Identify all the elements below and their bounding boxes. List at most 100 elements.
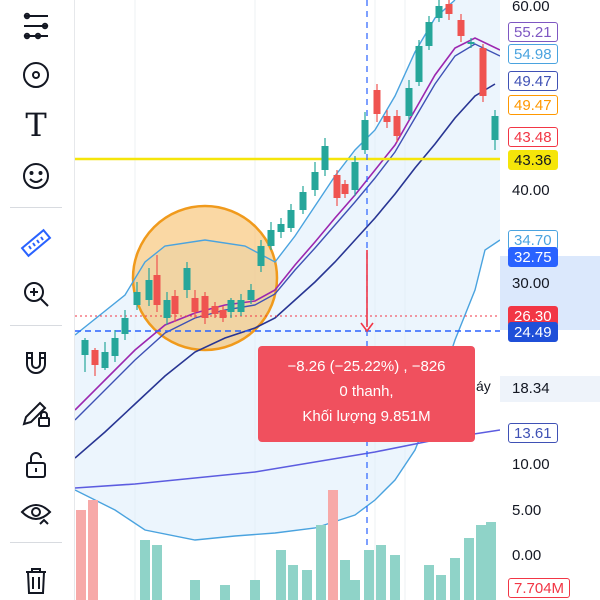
candle-body xyxy=(101,352,109,368)
volume-bar xyxy=(76,510,86,600)
candlesticks xyxy=(81,0,499,376)
gann-fib-tool[interactable] xyxy=(12,55,60,95)
remove-drawings-tool[interactable] xyxy=(12,560,60,600)
axis-label: 18.34 xyxy=(512,380,550,397)
hide-drawings-tool[interactable] xyxy=(12,492,60,532)
zoom-in-icon xyxy=(24,282,49,307)
volume-bar xyxy=(220,585,230,600)
candle-body xyxy=(311,172,319,190)
price-tag-ema-blue: 49.47 xyxy=(508,71,558,91)
candle-body xyxy=(351,162,359,190)
price-tag-band-lower: 34.70 xyxy=(508,230,558,250)
candle-body xyxy=(227,300,235,312)
volume-bar xyxy=(340,560,350,600)
fib-circle-icon xyxy=(23,62,49,88)
toolbar-separator xyxy=(10,207,62,208)
candle-body xyxy=(211,306,219,314)
smiley-icon xyxy=(23,163,49,189)
measure-volume-text: Khối lượng 9.851M xyxy=(302,408,431,425)
axis-label: 60.00 xyxy=(512,0,550,15)
candle-body xyxy=(133,292,141,305)
candle-body xyxy=(111,338,119,356)
trend-lines-icon xyxy=(23,12,49,40)
ema-line-blue xyxy=(75,43,500,421)
candle-body xyxy=(163,300,171,318)
measure-tooltip: −8.26 (−25.22%) , −826 0 thanh, Khối lượ… xyxy=(258,346,475,442)
volume-bar xyxy=(250,580,260,600)
price-axis[interactable]: 60.00 40.00 30.00 18.34 10.00 5.00 0.00 … xyxy=(500,0,600,600)
volume-bar xyxy=(364,550,374,600)
volume-bar xyxy=(288,565,298,600)
candle-body xyxy=(153,275,161,305)
axis-label: 0.00 xyxy=(512,547,542,564)
candle-body xyxy=(415,46,423,82)
candle-body xyxy=(435,6,443,18)
volume-bar xyxy=(302,570,312,600)
candle-body xyxy=(405,88,413,116)
candle-body xyxy=(445,4,453,14)
bollinger-upper-line xyxy=(75,0,456,336)
price-tag-measure-end: 24.49 xyxy=(508,322,558,342)
lock-drawings-tool[interactable] xyxy=(12,445,60,485)
candle-body xyxy=(121,318,129,334)
price-tag-measure-start: 32.75 xyxy=(508,247,558,267)
candle-body xyxy=(247,290,255,300)
volume-bar xyxy=(328,490,338,600)
candle-body xyxy=(257,246,265,266)
candle-body xyxy=(91,350,99,365)
ma-line-navy xyxy=(75,83,496,459)
measure-change-text: −8.26 (−25.22%) , −826 xyxy=(287,358,446,375)
candle-body xyxy=(457,20,465,36)
eye-icon xyxy=(20,504,52,525)
axis-label: 5.00 xyxy=(512,502,542,519)
candle-body xyxy=(425,22,433,46)
volume-bar xyxy=(88,500,98,600)
volume-bar xyxy=(316,525,326,600)
zoom-tool[interactable] xyxy=(12,274,60,314)
volume-bar xyxy=(476,525,486,600)
volume-bar xyxy=(486,522,496,600)
drawing-toolbar: T xyxy=(0,0,74,600)
candle-body xyxy=(267,230,275,246)
volume-bars xyxy=(76,490,496,600)
axis-label: 10.00 xyxy=(512,456,550,473)
trend-line-tool[interactable] xyxy=(12,6,60,46)
volume-bar xyxy=(140,540,150,600)
pencil-lock-icon xyxy=(22,401,50,427)
volume-bar xyxy=(152,545,162,600)
candle-body xyxy=(287,210,295,228)
long-ma-line xyxy=(75,429,500,489)
chart-canvas[interactable] xyxy=(75,0,500,600)
candle-body xyxy=(393,116,401,136)
volume-bar xyxy=(450,558,460,600)
volume-bar xyxy=(190,580,200,600)
candle-body xyxy=(219,310,227,318)
price-tag-ema: 55.21 xyxy=(508,22,558,42)
unlock-icon xyxy=(26,452,46,478)
chart-pane[interactable] xyxy=(75,0,500,600)
magnet-tool[interactable] xyxy=(12,343,60,383)
volume-bar xyxy=(350,580,360,600)
candle-body xyxy=(277,224,285,232)
stay-in-drawing-mode-tool[interactable] xyxy=(12,394,60,434)
ema-line-purple xyxy=(75,37,500,411)
price-tag-support: 43.36 xyxy=(508,150,558,170)
measure-tool[interactable] xyxy=(12,223,60,263)
text-icon: T xyxy=(25,106,47,144)
candle-body xyxy=(383,116,391,122)
volume-bar xyxy=(376,545,386,600)
price-tag-long-ma: 13.61 xyxy=(508,423,558,443)
toolbar-divider xyxy=(74,0,75,600)
trash-icon xyxy=(26,568,46,594)
candle-body xyxy=(467,42,475,44)
patterns-tool[interactable] xyxy=(12,156,60,196)
text-tool[interactable]: T xyxy=(12,105,60,145)
bollinger-lower-line xyxy=(75,239,500,541)
volume-bar xyxy=(436,575,446,600)
axis-label: 30.00 xyxy=(512,275,550,292)
candle-body xyxy=(237,300,245,312)
axis-label: 40.00 xyxy=(512,182,550,199)
candle-body xyxy=(479,48,487,96)
price-tag-band-upper: 54.98 xyxy=(508,44,558,64)
candle-body xyxy=(183,268,191,290)
